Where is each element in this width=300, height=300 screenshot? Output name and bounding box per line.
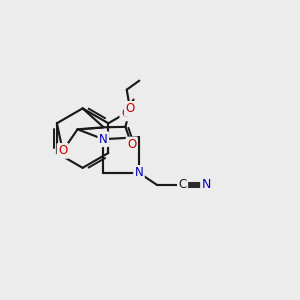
- Text: N: N: [99, 133, 108, 146]
- Text: O: O: [125, 102, 135, 116]
- Text: O: O: [121, 107, 130, 120]
- Text: O: O: [127, 138, 136, 151]
- Text: C: C: [178, 178, 187, 191]
- Text: O: O: [58, 144, 68, 158]
- Text: N: N: [135, 167, 143, 179]
- Text: N: N: [202, 178, 211, 191]
